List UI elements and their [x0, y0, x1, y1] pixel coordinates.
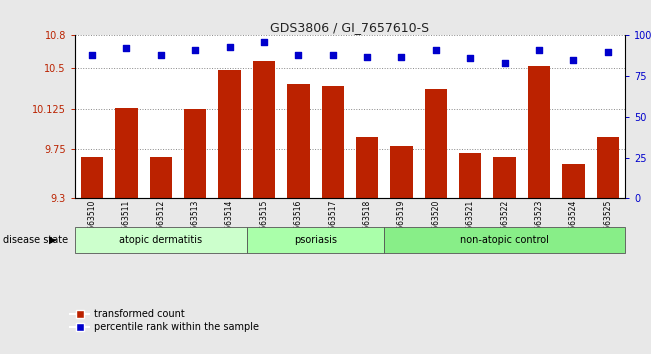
Title: GDS3806 / GI_7657610-S: GDS3806 / GI_7657610-S: [270, 21, 430, 34]
Bar: [596, 137, 619, 198]
Bar: [322, 86, 344, 198]
Text: non-atopic control: non-atopic control: [460, 235, 549, 245]
Text: atopic dermatitis: atopic dermatitis: [119, 235, 202, 245]
Point: [568, 57, 579, 63]
Bar: [247, 227, 384, 253]
Bar: [75, 227, 247, 253]
Legend: transformed count, percentile rank within the sample: transformed count, percentile rank withi…: [70, 309, 259, 332]
Point: [190, 47, 201, 53]
Bar: [384, 227, 625, 253]
Point: [293, 52, 303, 58]
Bar: [459, 153, 482, 198]
Point: [465, 55, 475, 61]
Bar: [391, 146, 413, 198]
Point: [87, 52, 97, 58]
Point: [362, 54, 372, 59]
Bar: [184, 109, 206, 198]
Bar: [424, 88, 447, 198]
Point: [534, 47, 544, 53]
Bar: [356, 137, 378, 198]
Bar: [562, 164, 585, 198]
Bar: [493, 157, 516, 198]
Point: [499, 60, 510, 66]
Bar: [218, 70, 241, 198]
Bar: [81, 157, 104, 198]
Point: [156, 52, 166, 58]
Bar: [528, 66, 550, 198]
Point: [603, 49, 613, 55]
Point: [327, 52, 338, 58]
Text: disease state: disease state: [3, 235, 68, 245]
Text: psoriasis: psoriasis: [294, 235, 337, 245]
Point: [396, 54, 407, 59]
Point: [121, 46, 132, 51]
Text: ▶: ▶: [49, 235, 57, 245]
Point: [225, 44, 235, 50]
Point: [431, 47, 441, 53]
Bar: [253, 62, 275, 198]
Point: [258, 39, 269, 45]
Bar: [115, 108, 137, 198]
Bar: [287, 84, 309, 198]
Bar: [150, 157, 172, 198]
